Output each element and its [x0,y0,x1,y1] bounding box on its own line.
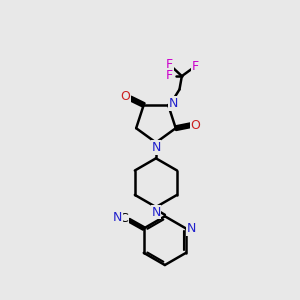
Text: O: O [120,89,130,103]
Text: F: F [192,60,199,73]
Text: O: O [191,119,201,132]
Text: F: F [166,58,173,71]
Text: C: C [119,212,128,226]
Text: N: N [151,206,160,219]
Text: N: N [186,222,196,235]
Text: F: F [166,69,173,82]
Text: N: N [113,211,122,224]
Text: N: N [151,141,160,154]
Text: N: N [169,97,178,110]
